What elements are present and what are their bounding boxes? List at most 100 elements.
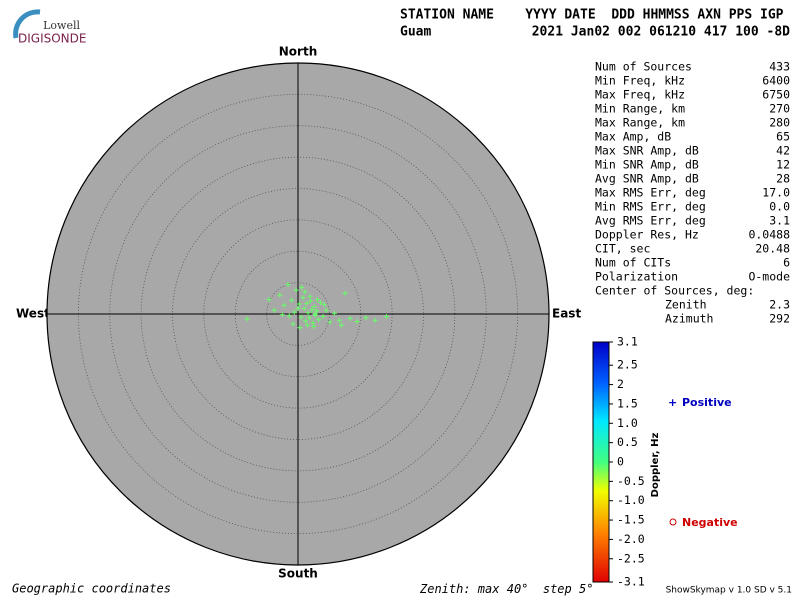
colorbar-tick-label: 3.1 xyxy=(617,335,638,349)
version: ShowSkymap v 1.0 SD v 5.1 xyxy=(666,586,792,596)
colorbar-tick-label: -2.5 xyxy=(617,551,645,565)
source-point xyxy=(305,310,311,316)
stat-label: Max Freq, kHz xyxy=(595,88,685,102)
colorbar-tick-label: -1.0 xyxy=(617,493,645,507)
stat-label: Max SNR Amp, dB xyxy=(595,144,699,158)
source-point xyxy=(309,307,315,313)
source-point xyxy=(321,302,327,308)
source-point xyxy=(327,319,333,325)
stat-label: CIT, sec xyxy=(595,242,650,256)
stat-value: 17.0 xyxy=(762,186,790,200)
source-point xyxy=(338,322,344,328)
center-label: Azimuth xyxy=(665,312,713,326)
north-label: North xyxy=(279,45,317,59)
stat-value: 6750 xyxy=(762,88,790,102)
positive-marker: + xyxy=(668,396,677,409)
stat-value: 280 xyxy=(769,116,790,130)
source-point xyxy=(300,295,306,301)
source-point xyxy=(279,312,285,318)
colorbar-label: Doppler, Hz xyxy=(650,433,661,498)
stat-label: Max Amp, dB xyxy=(595,130,671,144)
stat-value: O-mode xyxy=(748,270,790,284)
step: 5° xyxy=(579,582,593,596)
stat-value: 28 xyxy=(776,172,790,186)
source-point xyxy=(310,320,316,326)
negative-marker xyxy=(669,518,677,526)
center-label: Zenith xyxy=(665,298,707,312)
source-point xyxy=(311,303,317,309)
source-point xyxy=(314,297,320,303)
source-point xyxy=(285,282,291,288)
colorbar-tick-label: -0.5 xyxy=(617,474,645,488)
stat-value: 270 xyxy=(769,102,790,116)
stat-label: Max RMS Err, deg xyxy=(595,186,706,200)
stat-label: Avg SNR Amp, dB xyxy=(595,172,699,186)
source-point xyxy=(290,321,296,327)
source-point xyxy=(306,315,312,321)
coords-label: Geographic coordinates xyxy=(12,582,171,596)
source-point xyxy=(303,318,309,324)
stat-label: Num of CITs xyxy=(595,256,671,270)
source-point xyxy=(277,292,283,298)
west-label: West xyxy=(16,307,50,321)
stat-value: 12 xyxy=(776,158,790,172)
stat-value: 6400 xyxy=(762,74,790,88)
source-point xyxy=(295,305,301,311)
south-label: South xyxy=(278,567,318,581)
center-value: 2.3 xyxy=(769,298,790,312)
source-point xyxy=(296,301,302,307)
stat-value: 6 xyxy=(783,256,790,270)
stat-label: Min Range, km xyxy=(595,102,685,116)
source-point xyxy=(291,309,297,315)
source-point xyxy=(372,317,378,323)
source-point xyxy=(286,313,292,319)
stat-label: Polarization xyxy=(595,270,678,284)
stat-value: 3.1 xyxy=(769,214,790,228)
logo-top: Lowell xyxy=(43,19,80,32)
source-point xyxy=(383,314,389,320)
source-point xyxy=(331,310,337,316)
stat-label: Max Range, km xyxy=(595,116,685,130)
colorbar-tick-label: 1.0 xyxy=(617,416,638,430)
zenith-prefix: Zenith: max xyxy=(419,582,500,596)
source-point xyxy=(312,311,318,317)
stat-value: 20.48 xyxy=(755,242,790,256)
source-point xyxy=(304,322,310,328)
center-title: Center of Sources, deg: xyxy=(595,284,754,298)
stat-label: Doppler Res, Hz xyxy=(595,228,699,242)
source-point xyxy=(298,314,304,320)
source-point xyxy=(363,315,369,321)
colorbar-tick-label: -1.5 xyxy=(617,513,645,527)
stat-label: Num of Sources xyxy=(595,60,692,74)
source-point xyxy=(266,297,272,303)
stat-label: Avg RMS Err, deg xyxy=(595,214,706,228)
source-point xyxy=(354,319,360,325)
negative-label: Negative xyxy=(682,516,738,529)
step-prefix: step xyxy=(543,582,572,596)
east-label: East xyxy=(552,307,581,321)
source-point xyxy=(347,315,353,321)
center-value: 292 xyxy=(769,312,790,326)
header-columns: STATION NAME YYYY DATE DDD HHMMSS AXN PP… xyxy=(400,8,784,23)
source-point xyxy=(271,307,277,313)
station: Guam xyxy=(400,25,431,40)
source-point xyxy=(314,308,320,314)
colorbar-tick-label: -3.1 xyxy=(617,575,645,589)
source-point xyxy=(342,290,348,296)
source-point xyxy=(304,300,310,306)
source-point xyxy=(302,289,308,295)
stat-value: 65 xyxy=(776,130,790,144)
colorbar-tick-label: 2 xyxy=(617,377,624,391)
source-point xyxy=(299,285,305,291)
stat-value: 433 xyxy=(769,60,790,74)
colorbar-tick-label: 2.5 xyxy=(617,358,638,372)
colorbar-tick-label: 0.5 xyxy=(617,435,638,449)
colorbar-tick-label: -2.0 xyxy=(617,532,645,546)
colorbar-tick-label: 0 xyxy=(617,455,624,469)
source-point xyxy=(323,307,329,313)
header-values: 2021 Jan02 002 061210 417 100 -8D xyxy=(532,25,790,40)
source-point xyxy=(307,293,313,299)
source-point xyxy=(293,287,299,293)
stat-value: 0.0488 xyxy=(748,228,790,242)
